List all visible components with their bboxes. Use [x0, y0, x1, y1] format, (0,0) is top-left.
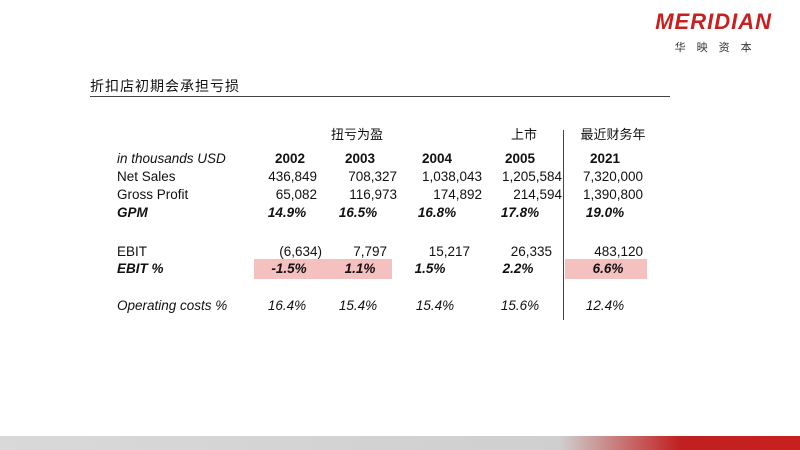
- table-cell: -1.5%: [271, 261, 307, 276]
- footer-bar: [0, 436, 800, 450]
- table-cell: 1,038,043: [421, 169, 482, 184]
- row-label-net-sales: Net Sales: [117, 169, 176, 184]
- row-label-gross-profit: Gross Profit: [117, 187, 189, 202]
- slide-title: 折扣店初期会承担亏损: [90, 79, 240, 95]
- table-cell: 15.4%: [415, 298, 455, 313]
- table-cell: 116,973: [349, 187, 397, 202]
- title-underline: [90, 96, 670, 97]
- column-divider: [563, 130, 564, 320]
- row-label-gpm: GPM: [117, 205, 148, 220]
- logo-wordmark: MERIDIAN: [655, 9, 772, 34]
- row-label-ebit: EBIT: [117, 244, 148, 259]
- company-logo: MERIDIAN 华映资本: [655, 10, 772, 55]
- highlight-ebit-2002-2003: [254, 259, 392, 279]
- table-cell: 1.5%: [414, 261, 446, 276]
- table-cell: 708,327: [348, 169, 397, 184]
- row-label-ebit-pct: EBIT %: [117, 261, 164, 276]
- table-cell: 483,120: [594, 244, 643, 259]
- annotation-2005: 上市: [510, 128, 537, 143]
- highlight-ebit-2021: [565, 259, 647, 279]
- table-cell: 1.1%: [344, 261, 376, 276]
- table-cell: 6.6%: [592, 261, 624, 276]
- table-cell: 7,320,000: [582, 169, 643, 184]
- table-cell: 16.8%: [417, 205, 457, 220]
- year-header: 2004: [421, 151, 453, 166]
- row-label-operating-costs: Operating costs %: [117, 298, 228, 313]
- table-cell: 15.6%: [500, 298, 540, 313]
- table-cell: 14.9%: [267, 205, 307, 220]
- year-header: 2003: [344, 151, 376, 166]
- table-cell: 15,217: [428, 244, 470, 259]
- table-cell: 17.8%: [500, 205, 540, 220]
- annotation-2003: 扭亏为盈: [330, 128, 383, 143]
- table-cell: 1,205,584: [501, 169, 562, 184]
- year-header: 2005: [504, 151, 536, 166]
- unit-label: in thousands USD: [117, 151, 226, 166]
- table-cell: (6,634): [279, 244, 322, 259]
- table-cell: 26,335: [510, 244, 552, 259]
- year-header: 2002: [274, 151, 306, 166]
- table-cell: 436,849: [268, 169, 317, 184]
- year-header: 2021: [589, 151, 621, 166]
- table-cell: 174,892: [433, 187, 482, 202]
- table-cell: 16.4%: [267, 298, 307, 313]
- table-cell: 16.5%: [338, 205, 378, 220]
- table-cell: 65,082: [275, 187, 317, 202]
- table-cell: 19.0%: [585, 205, 625, 220]
- table-cell: 2.2%: [502, 261, 534, 276]
- table-cell: 12.4%: [585, 298, 625, 313]
- logo-subtitle: 华映资本: [674, 41, 763, 54]
- table-cell: 7,797: [353, 244, 387, 259]
- annotation-2021: 最近财务年: [580, 128, 646, 143]
- table-cell: 15.4%: [338, 298, 378, 313]
- table-cell: 1,390,800: [582, 187, 643, 202]
- table-cell: 214,594: [513, 187, 562, 202]
